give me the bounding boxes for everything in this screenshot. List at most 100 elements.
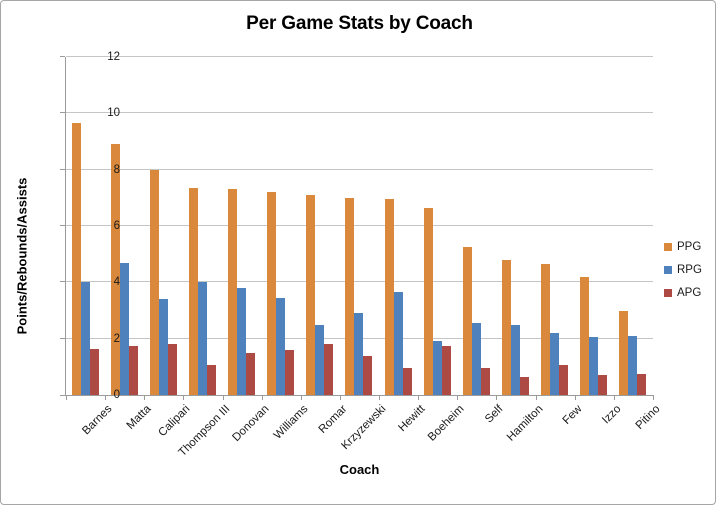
bar-ppg-matta (110, 144, 120, 395)
bar-rpg-hamilton (510, 324, 520, 395)
y-tick-6 (60, 225, 65, 226)
bar-rpg-krzyzewski (354, 313, 364, 395)
x-tick-9 (418, 395, 420, 400)
legend: PPG RPG APG (664, 241, 702, 299)
y-axis-title: Points/Rebounds/Assists (14, 177, 30, 335)
gridline-8 (66, 168, 653, 170)
x-tick-0 (66, 395, 67, 400)
x-label-self: Self (483, 403, 506, 426)
y-tick-label-6: 6 (113, 220, 120, 232)
y-tick-4 (60, 281, 65, 283)
gridline-6 (66, 225, 653, 226)
x-tick-7 (339, 395, 341, 400)
x-tick-4 (222, 395, 224, 400)
bar-rpg-romar (315, 324, 325, 395)
bar-ppg-donovan (228, 189, 238, 395)
y-tick-8 (60, 168, 65, 170)
bar-apg-matta (128, 345, 138, 395)
legend-label-rpg: RPG (677, 264, 702, 276)
x-label-hewitt: Hewitt (396, 403, 428, 435)
bar-rpg-self (471, 323, 481, 395)
x-label-few: Few (560, 403, 585, 427)
y-tick-label-0: 0 (113, 389, 120, 401)
bar-apg-pitino (637, 373, 647, 395)
bar-rpg-pitino (628, 335, 638, 395)
legend-label-apg: APG (677, 287, 702, 299)
bar-apg-williams (285, 349, 295, 395)
x-tick-13 (574, 395, 576, 400)
y-tick-0 (60, 395, 65, 396)
x-tick-3 (183, 395, 185, 400)
x-tick-10 (457, 395, 459, 400)
bar-ppg-hewitt (384, 199, 394, 395)
x-tick-11 (496, 395, 498, 400)
y-axis-line (65, 57, 66, 395)
bar-ppg-few (541, 264, 551, 395)
bar-rpg-izzo (589, 337, 599, 395)
x-label-donovan: Donovan (230, 403, 272, 445)
gridline-10 (66, 112, 653, 114)
bar-ppg-self (462, 247, 472, 395)
bar-ppg-hamilton (501, 259, 511, 395)
bar-apg-calipari (167, 344, 177, 395)
bar-rpg-matta (119, 262, 129, 395)
bar-apg-romar (324, 344, 334, 395)
y-tick-2 (60, 337, 65, 339)
x-tick-12 (535, 395, 537, 400)
legend-label-ppg: PPG (677, 241, 702, 253)
bar-ppg-pitino (619, 310, 629, 395)
bar-apg-few (559, 365, 569, 395)
x-label-matta: Matta (124, 403, 154, 432)
x-axis-line (65, 395, 654, 396)
bar-ppg-romar (306, 195, 316, 395)
bar-ppg-calipari (149, 169, 159, 395)
bar-ppg-williams (267, 192, 277, 395)
bar-ppg-thompson-iii (188, 187, 198, 395)
bar-rpg-hewitt (393, 292, 403, 395)
bar-apg-izzo (598, 375, 608, 395)
bar-apg-thompson-iii (206, 365, 216, 395)
y-tick-label-4: 4 (113, 276, 120, 289)
bar-ppg-barnes (71, 123, 81, 395)
bar-apg-krzyzewski (363, 355, 373, 395)
gridline-12 (66, 56, 653, 57)
x-tick-14 (613, 395, 615, 400)
bar-apg-boeheim (441, 345, 451, 395)
x-label-boeheim: Boeheim (426, 403, 467, 444)
gridline-4 (66, 281, 653, 283)
plot-area: Barnes Matta Calipari Thompson III Donovan Wi… (60, 56, 662, 459)
y-tick-12 (60, 56, 65, 57)
x-label-pitino: Pitino (633, 403, 663, 432)
bar-apg-hewitt (402, 368, 412, 395)
x-label-romar: Romar (316, 403, 350, 436)
legend-item-rpg: RPG (664, 264, 702, 276)
apg-swatch-icon (664, 289, 672, 297)
x-tick-6 (300, 395, 302, 400)
x-label-hamilton: Hamilton (504, 403, 546, 444)
bar-apg-hamilton (519, 376, 529, 395)
chart-title: Per Game Stats by Coach (246, 13, 473, 34)
x-label-barnes: Barnes (80, 403, 115, 438)
bar-apg-self (480, 368, 490, 395)
ppg-swatch-icon (664, 243, 672, 251)
bar-ppg-boeheim (423, 207, 433, 395)
rpg-swatch-icon (664, 266, 672, 274)
bar-ppg-izzo (580, 276, 590, 395)
legend-item-apg: APG (664, 287, 702, 299)
x-label-izzo: Izzo (599, 403, 624, 427)
x-tick-5 (261, 395, 263, 400)
y-tick-label-10: 10 (107, 107, 120, 120)
bar-rpg-boeheim (432, 341, 442, 395)
y-tick-10 (60, 112, 65, 114)
bar-rpg-donovan (237, 287, 247, 395)
legend-item-ppg: PPG (664, 241, 702, 253)
x-tick-1 (105, 395, 107, 400)
bar-apg-donovan (246, 352, 256, 395)
bar-rpg-calipari (158, 299, 168, 395)
x-tick-8 (379, 395, 381, 400)
x-tick-end (653, 395, 654, 400)
bar-rpg-thompson-iii (197, 282, 207, 395)
x-tick-2 (144, 395, 146, 400)
bar-apg-barnes (89, 348, 99, 395)
